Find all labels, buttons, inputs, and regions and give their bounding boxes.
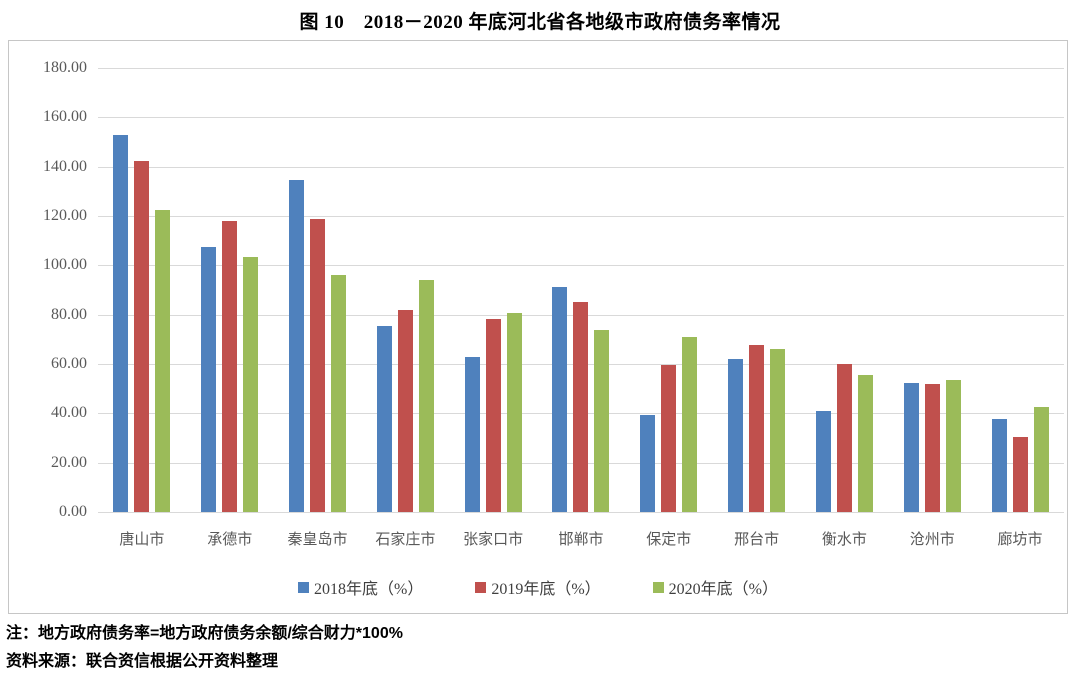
- bar: [113, 134, 129, 512]
- chart-area: 180.00 160.00 140.00 120.00 100.00 80.00 60.00…: [8, 40, 1068, 614]
- bar: [222, 221, 238, 512]
- legend-label: 2019年底（%）: [491, 581, 601, 598]
- bar-group: [449, 68, 537, 512]
- bar: [155, 210, 171, 512]
- bar: [397, 309, 413, 512]
- bar: [506, 313, 522, 512]
- y-tick-label: 180.00: [43, 59, 87, 76]
- bar: [376, 326, 392, 512]
- bar: [945, 380, 961, 512]
- bar: [770, 348, 786, 512]
- gridline: [98, 265, 1064, 267]
- bar: [331, 274, 347, 512]
- bar-group: [274, 68, 362, 512]
- bar: [1033, 406, 1049, 512]
- x-category-label: 唐山市: [119, 532, 165, 548]
- bar: [924, 383, 940, 512]
- y-tick-label: 60.00: [51, 355, 87, 372]
- notes: 注：地方政府债务率=地方政府债务余额/综合财力*100% 资料来源：联合资信根据…: [6, 620, 403, 676]
- bar-group: [888, 68, 976, 512]
- bar: [836, 364, 852, 512]
- chart-title: 图 10 2018－2020 年底河北省各地级市政府债务率情况: [299, 12, 781, 33]
- bar: [903, 383, 919, 512]
- x-axis-labels: 唐山市 承德市 秦皇岛市 石家庄市 张家口市 邯郸市 保定市 邢台市 衡水市 沧州市 廊坊市: [98, 528, 1064, 549]
- bar: [640, 414, 656, 512]
- bar-group: [537, 68, 625, 512]
- y-tick-label: 160.00: [43, 108, 87, 126]
- note-formula: 注：地方政府债务率=地方政府债务余额/综合财力*100%: [6, 625, 403, 642]
- x-category-label: 张家口市: [463, 532, 524, 548]
- bar-group: [98, 68, 186, 512]
- x-category-label: 沧州市: [909, 532, 955, 548]
- plot-area: [98, 68, 1064, 513]
- bar-group: [361, 68, 449, 512]
- bar: [991, 419, 1007, 512]
- y-tick-label: 40.00: [51, 404, 87, 422]
- x-category-label: 廊坊市: [997, 532, 1043, 548]
- bar: [485, 319, 501, 512]
- x-category-label: 石家庄市: [375, 532, 436, 548]
- legend-swatch-icon: [297, 581, 309, 593]
- bar: [134, 161, 150, 512]
- bar: [573, 301, 589, 512]
- gridline: [98, 216, 1064, 217]
- bar: [289, 180, 305, 512]
- y-tick-label: 0.00: [59, 503, 87, 520]
- y-tick-label: 120.00: [43, 207, 87, 224]
- bar: [552, 287, 568, 512]
- bar: [749, 345, 765, 512]
- bar: [728, 358, 744, 512]
- x-category-label: 衡水市: [821, 532, 867, 548]
- note-source: 资料来源：联合资信根据公开资料整理: [6, 653, 279, 670]
- gridline: [98, 512, 1064, 513]
- bar-group: [976, 68, 1064, 512]
- legend-label: 2018年底（%）: [313, 581, 424, 598]
- y-tick-label: 100.00: [43, 256, 87, 274]
- gridline: [98, 68, 1064, 69]
- bar: [682, 336, 698, 512]
- x-category-label: 邯郸市: [558, 532, 604, 548]
- x-category-label: 邢台市: [734, 532, 780, 548]
- bar: [418, 279, 434, 512]
- bar: [243, 256, 259, 512]
- legend-swatch-icon: [652, 581, 664, 593]
- bar: [594, 329, 610, 512]
- bar: [310, 218, 326, 512]
- x-category-label: 承德市: [207, 532, 253, 548]
- bar: [464, 357, 480, 512]
- bar: [1012, 436, 1028, 512]
- y-tick-label: 80.00: [51, 305, 87, 323]
- bar: [201, 246, 217, 512]
- legend-item: 2019年底（%）: [475, 575, 601, 599]
- bar-group: [625, 68, 713, 512]
- x-category-label: 保定市: [646, 532, 692, 548]
- bar: [815, 411, 831, 512]
- legend-item: 2020年底（%）: [652, 575, 779, 599]
- y-tick-label: 140.00: [43, 157, 87, 175]
- bar-group: [186, 68, 274, 512]
- bar-group: [801, 68, 889, 512]
- bar: [661, 365, 677, 512]
- x-category-label: 秦皇岛市: [287, 532, 348, 548]
- legend-item: 2018年底（%）: [297, 575, 424, 599]
- bar: [857, 374, 873, 512]
- gridline: [98, 166, 1064, 168]
- legend-label: 2020年底（%）: [668, 581, 779, 598]
- gridline: [98, 117, 1064, 119]
- bar-group: [713, 68, 801, 512]
- legend-swatch-icon: [475, 581, 487, 593]
- bar-groups: [98, 68, 1064, 512]
- y-tick-label: 20.00: [51, 453, 87, 471]
- legend: 2018年底（%） 2019年底（%） 2020年底（%）: [9, 575, 1067, 599]
